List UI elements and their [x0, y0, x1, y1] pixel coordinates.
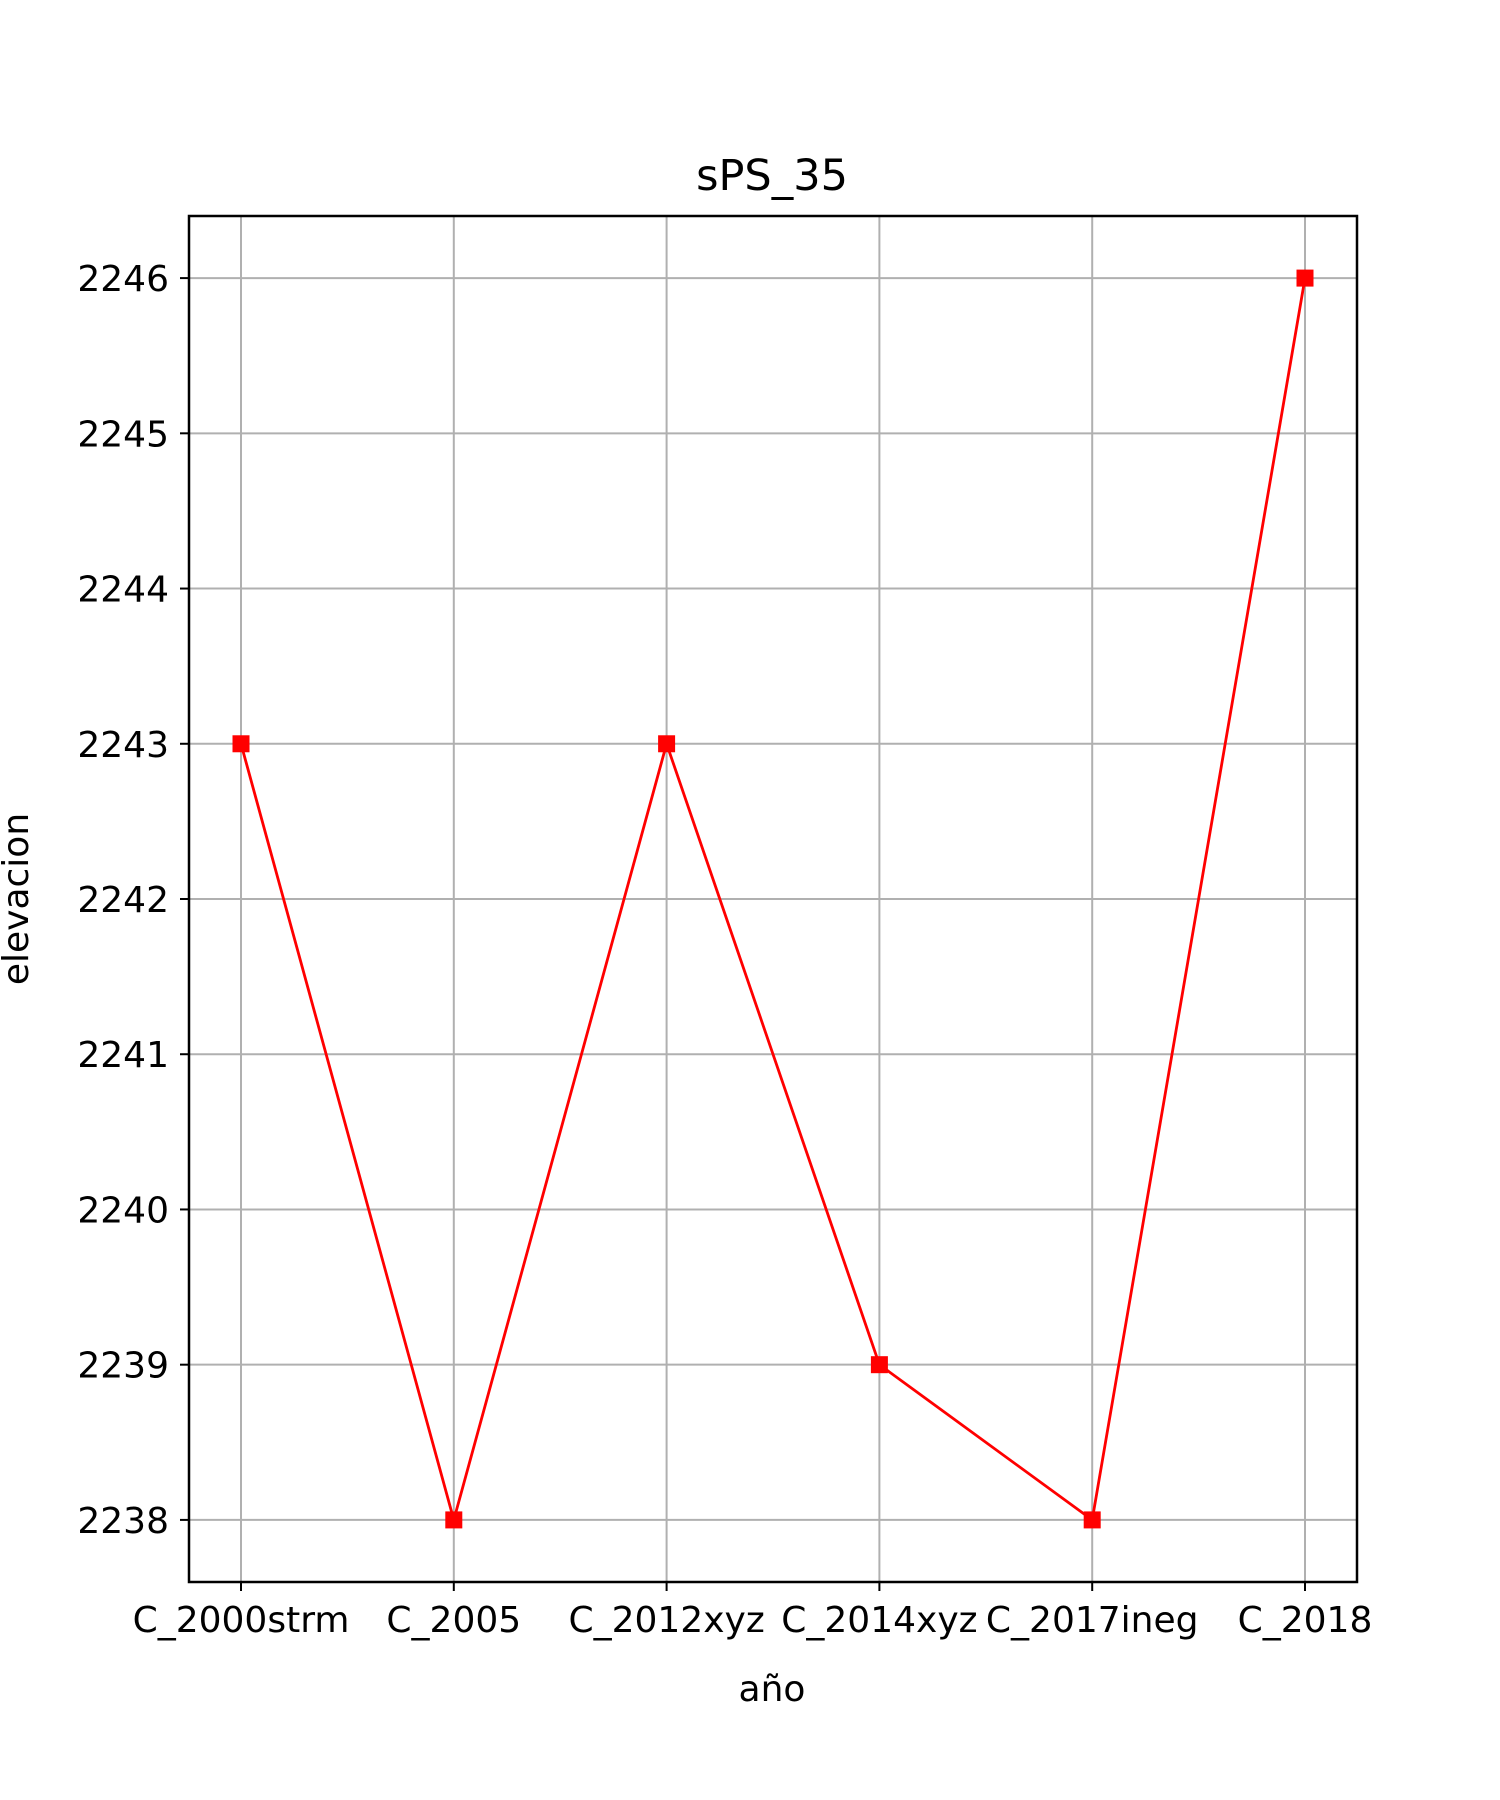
y-tick-label: 2246 [77, 259, 169, 300]
x-tick-label: C_2000strm [133, 1600, 350, 1641]
y-axis-title: elevacion [0, 813, 37, 985]
data-point-marker [1083, 1511, 1101, 1529]
y-tick-label: 2241 [77, 1035, 169, 1076]
data-point-marker [1296, 269, 1314, 287]
y-tick-label: 2242 [77, 880, 169, 921]
y-tick-label: 2239 [77, 1346, 169, 1387]
data-point-marker [658, 735, 676, 753]
data-point-marker [870, 1356, 888, 1374]
x-tick-label: C_2018 [1238, 1600, 1373, 1641]
x-tick-label: C_2005 [386, 1600, 521, 1641]
y-tick-label: 2245 [77, 414, 169, 455]
series-line [239, 277, 1307, 1522]
y-tick-label: 2238 [77, 1501, 169, 1542]
y-tick-label: 2244 [77, 570, 169, 611]
x-tick-label: C_2012xyz [568, 1600, 764, 1641]
x-tick-label: C_2017ineg [986, 1600, 1199, 1641]
y-tick-label: 2240 [77, 1190, 169, 1231]
data-point-marker [445, 1511, 463, 1529]
chart-title: sPS_35 [696, 151, 848, 201]
x-axis-title: año [739, 1669, 806, 1710]
data-point-marker [232, 735, 250, 753]
x-tick-label: C_2014xyz [781, 1600, 977, 1641]
y-tick-label: 2243 [77, 725, 169, 766]
series-layer [232, 269, 1314, 1529]
ticks: C_2000strm C_2005 C_2012xyz C_2014xyz C_2017… [77, 259, 1372, 1641]
